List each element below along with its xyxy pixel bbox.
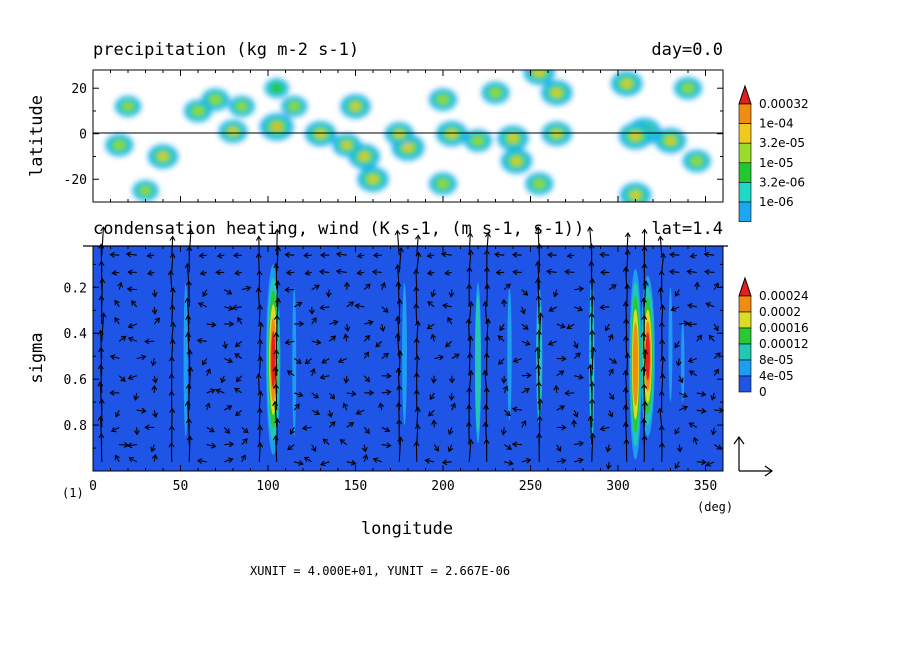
precip-cell-22 (340, 94, 370, 118)
colorbar-segment (739, 124, 751, 144)
precip-cell-13 (148, 144, 178, 168)
heating-colorbar: 0.00024 0.0002 0.00016 0.00012 8e-05 4e-05 0 (739, 278, 809, 399)
precip-cell-12 (105, 134, 133, 156)
heating-column-5 (507, 287, 511, 420)
colorbar-label: 0.0002 (759, 305, 801, 319)
precip-cell-0 (260, 113, 294, 140)
colorbar-label: 0.00032 (759, 97, 809, 111)
colorbar-segment (739, 104, 751, 124)
colorbar-arrow (739, 278, 751, 296)
sigma-axis-label: sigma (27, 332, 47, 383)
colorbar-label: 3.2e-05 (759, 136, 805, 150)
colorbar-segment (739, 360, 751, 376)
lon-tick-label: 200 (431, 479, 454, 494)
day-label: day=0.0 (651, 40, 723, 60)
colorbar-segment (739, 376, 751, 392)
heating-column-3 (402, 283, 407, 425)
lon-tick-label: 300 (606, 479, 629, 494)
precip-cell-20 (229, 96, 255, 117)
precip-cell-30 (525, 173, 553, 195)
precip-cell-26 (611, 71, 642, 96)
precip-cell-9 (497, 126, 528, 151)
precip-cell-17 (332, 134, 361, 157)
heating-column-0 (184, 283, 188, 437)
lat-tick-label: 20 (71, 82, 87, 97)
precip-cell-25 (541, 80, 572, 105)
precip-cell-29 (620, 183, 651, 208)
lat-tick-label: -20 (64, 173, 87, 188)
lon-tick-label: 100 (256, 479, 279, 494)
colorbar-segment (739, 344, 751, 360)
colorbar-label: 1e-06 (759, 195, 794, 209)
colorbar-segment (739, 182, 751, 202)
colorbar-segment (739, 202, 751, 222)
precipitation-colorbar: 0.00032 1e-04 3.2e-05 1e-05 3.2e-06 1e-06 (739, 86, 809, 222)
lon-tick-label: 0 (89, 479, 97, 494)
colorbar-segment (739, 328, 751, 344)
precip-cell-5 (305, 121, 336, 146)
colorbar-segment (739, 163, 751, 183)
precip-cell-15 (357, 167, 388, 192)
lat-tick-label: 0 (79, 128, 87, 143)
precip-cell-34 (184, 100, 212, 122)
heating-column-10 (669, 287, 673, 402)
lat-label: lat=1.4 (651, 219, 723, 239)
colorbar-label: 0.00012 (759, 337, 809, 351)
sigma-tick-label: 0.2 (64, 281, 87, 296)
colorbar-segment (739, 296, 751, 312)
precip-cell-3 (655, 128, 686, 153)
heating-panel: condensation heating, wind (K s-1, (m s-… (27, 219, 809, 539)
precip-cell-28 (524, 60, 555, 85)
lon-tick-label: 150 (344, 479, 367, 494)
colorbar-label: 8e-05 (759, 353, 794, 367)
colorbar-label: 1e-05 (759, 156, 794, 170)
precipitation-panel: precipitation (kg m-2 s-1) day=0.0 20 0 -2… (27, 40, 809, 222)
precipitation-title: precipitation (kg m-2 s-1) (93, 40, 359, 60)
sigma-tick-label: 0.6 (64, 373, 87, 388)
heating-column-8 (629, 269, 641, 460)
precip-cell-21 (265, 79, 289, 98)
colorbar-label: 0.00024 (759, 289, 809, 303)
precip-cell-23 (429, 88, 457, 110)
colorbar-label: 1e-04 (759, 117, 794, 131)
colorbar-label: 4e-05 (759, 369, 794, 383)
precip-cell-35 (115, 96, 141, 117)
units-footer: XUNIT = 4.000E+01, YUNIT = 2.667E-06 (250, 564, 510, 578)
heating-title: condensation heating, wind (K s-1, (m s-… (93, 219, 584, 239)
heating-column-11 (681, 322, 684, 402)
colorbar-arrow (739, 86, 751, 104)
colorbar-label: 0.00016 (759, 321, 809, 335)
precip-cell-8 (436, 121, 467, 146)
colorbar-label: 0 (759, 385, 767, 399)
precip-cell-32 (132, 180, 158, 201)
colorbar-label: 3.2e-06 (759, 175, 805, 189)
latitude-axis-label: latitude (27, 95, 47, 177)
heating-column-4 (475, 283, 481, 444)
colorbar-segment (739, 312, 751, 328)
precip-cell-27 (674, 77, 702, 99)
x-unit-label: (deg) (697, 500, 733, 514)
sigma-tick-label: 0.8 (64, 419, 87, 434)
heating-column-2 (292, 287, 296, 436)
y-unit-label: (1) (62, 486, 84, 500)
precip-cell-31 (429, 173, 457, 195)
precip-cell-4 (219, 120, 248, 143)
lon-tick-label: 50 (173, 479, 189, 494)
precip-cell-33 (683, 150, 711, 172)
precip-cell-7 (385, 122, 414, 145)
longitude-axis-label: longitude (361, 519, 453, 539)
precip-cell-10 (501, 149, 532, 174)
reference-vector-icon (734, 437, 772, 476)
precip-cell-16 (281, 96, 307, 117)
lon-tick-label: 350 (694, 479, 717, 494)
precip-cell-11 (542, 122, 572, 146)
precip-cell-24 (482, 82, 510, 104)
colorbar-segment (739, 143, 751, 163)
lon-tick-label: 250 (519, 479, 542, 494)
heating-column-1 (266, 264, 280, 455)
sigma-tick-label: 0.4 (64, 327, 88, 342)
precip-cell-2 (619, 123, 652, 149)
